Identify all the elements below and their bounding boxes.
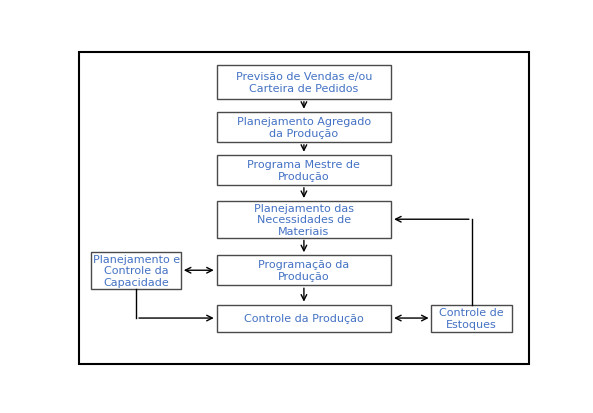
Bar [216,155,391,185]
Text: Previsão de Vendas e/ou
Carteira de Pedidos: Previsão de Vendas e/ou Carteira de Pedi… [236,72,372,94]
Text: Controle da Produção: Controle da Produção [244,313,364,323]
Text: Planejamento Agregado
da Produção: Planejamento Agregado da Produção [237,117,371,138]
Text: Planejamento e
Controle da
Capacidade: Planejamento e Controle da Capacidade [93,254,180,287]
Text: Programação da
Produção: Programação da Produção [259,260,349,281]
Bar [216,202,391,238]
Text: Planejamento das
Necessidades de
Materiais: Planejamento das Necessidades de Materia… [254,203,354,236]
Bar [216,112,391,142]
Bar [91,252,181,289]
Text: Controle de
Estoques: Controle de Estoques [439,308,504,329]
Text: Programa Mestre de
Produção: Programa Mestre de Produção [247,160,361,181]
Bar [216,256,391,286]
Bar [216,66,391,100]
Bar [216,305,391,332]
Bar [432,305,512,332]
